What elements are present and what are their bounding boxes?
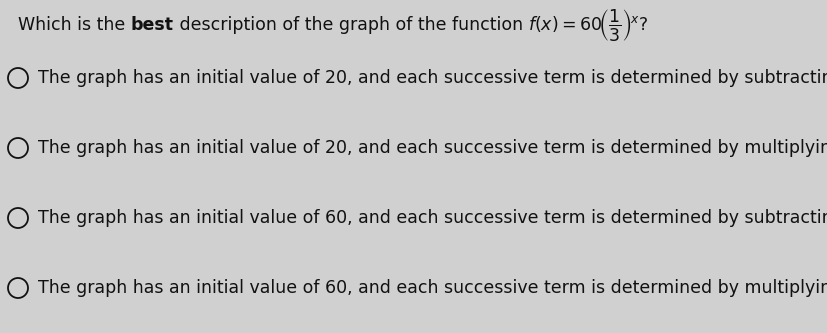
Text: The graph has an initial value of 20, and each successive term is determined by : The graph has an initial value of 20, an… — [38, 139, 827, 157]
Text: description of the graph of the function: description of the graph of the function — [174, 16, 528, 34]
Text: $f(x) = 60\!\left(\dfrac{1}{3}\right)^{\!x}$?: $f(x) = 60\!\left(\dfrac{1}{3}\right)^{\… — [528, 7, 648, 43]
Text: The graph has an initial value of 20, and each successive term is determined by : The graph has an initial value of 20, an… — [38, 69, 827, 87]
Text: The graph has an initial value of 60, and each successive term is determined by : The graph has an initial value of 60, an… — [38, 279, 827, 297]
Text: best: best — [131, 16, 174, 34]
Text: The graph has an initial value of 60, and each successive term is determined by : The graph has an initial value of 60, an… — [38, 209, 827, 227]
Text: Which is the: Which is the — [18, 16, 131, 34]
